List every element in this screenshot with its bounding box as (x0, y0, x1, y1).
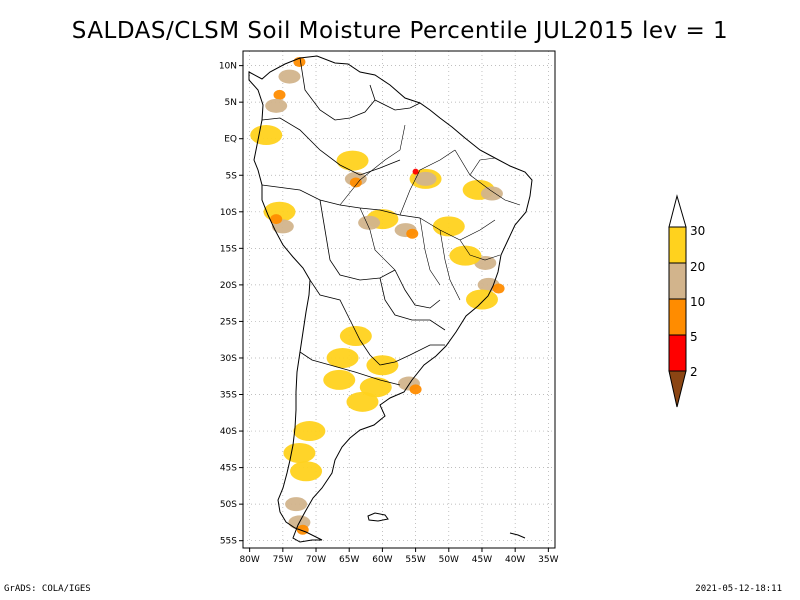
dry-region-10-20 (265, 98, 288, 113)
lon-tick-label: 65W (339, 555, 359, 565)
dry-region-20-30 (449, 245, 482, 266)
falklands-islands (367, 512, 389, 522)
dry-region-20-30 (323, 369, 356, 390)
colorbar-bottom-arrow (668, 370, 687, 408)
lat-tick-label: 15S (220, 244, 237, 254)
dry-region-10-20 (278, 69, 301, 84)
dry-region-20-30 (465, 289, 498, 310)
dry-region-10-20 (480, 186, 503, 201)
axes: 10N 5N EQ 5S 10S 15S 20S 25S 30S 35S 40S 45S 50S 55S8… (219, 62, 559, 565)
colorbar-segment-20-30 (668, 226, 687, 264)
dry-region-5-10 (409, 384, 422, 395)
country-borders (261, 57, 446, 386)
dry-region-20-30 (290, 461, 323, 482)
dry-region-10-20 (414, 171, 437, 186)
grid-lines (243, 51, 555, 548)
lon-tick-label: 75W (273, 555, 293, 565)
footer-timestamp: 2021-05-12-18:11 (695, 584, 782, 594)
lat-tick-label: 5S (226, 171, 238, 181)
lon-tick-label: 40W (505, 555, 525, 565)
colorbar-label-5: 5 (690, 330, 698, 344)
lat-tick-label: EQ (224, 135, 237, 145)
colorbar-segment-5-10 (668, 298, 687, 336)
lat-tick-label: 10S (220, 208, 237, 218)
lat-tick-label: 45S (220, 464, 237, 474)
dry-region-2-5 (412, 168, 419, 175)
colorbar-label-10: 10 (690, 295, 705, 309)
dry-region-20-30 (366, 355, 399, 376)
map-title: SALDAS/CLSM Soil Moisture Percentile JUL… (71, 18, 729, 44)
coastline (248, 55, 533, 543)
lon-tick-label: 50W (439, 555, 459, 565)
lat-tick-label: 55S (220, 537, 237, 547)
lat-tick-label: 50S (220, 500, 237, 510)
dry-region-5-10 (349, 177, 362, 188)
dry-region-5-10 (492, 283, 505, 294)
lon-tick-label: 55W (405, 555, 425, 565)
plot-frame (242, 50, 556, 549)
dry-region-20-30 (346, 391, 379, 412)
dry-region-10-20 (358, 215, 381, 230)
dry-region-5-10 (406, 228, 419, 239)
dry-region-20-30 (293, 421, 326, 442)
lat-tick-label: 35S (220, 391, 237, 401)
dry-region-5-10 (270, 214, 283, 225)
lat-tick-label: 20S (220, 281, 237, 291)
colorbar-top-arrow (668, 194, 687, 228)
dry-region-20-30 (250, 125, 283, 146)
state-borders (339, 124, 521, 301)
dry-region-5-10 (273, 89, 286, 100)
lat-tick-label: 10N (219, 62, 237, 72)
south-america-coastline (248, 55, 533, 543)
lat-tick-label: 25S (220, 317, 237, 327)
footer-credit: GrADS: COLA/IGES (4, 584, 91, 594)
colorbar-segment-2-5 (668, 334, 687, 372)
dry-region-20-30 (336, 150, 369, 171)
colorbar: 30 20 10 5 2 (668, 194, 705, 408)
lon-tick-label: 80W (239, 555, 259, 565)
dry-region-20-30 (339, 326, 372, 347)
lon-tick-label: 60W (372, 555, 392, 565)
dry-region-20-30 (283, 442, 316, 463)
colorbar-label-20: 20 (690, 260, 705, 274)
lat-tick-label: 40S (220, 427, 237, 437)
dry-region-20-30 (326, 347, 359, 368)
dry-region-20-30 (432, 216, 465, 237)
dry-region-10-20 (285, 497, 308, 512)
lat-tick-label: 5N (225, 98, 237, 108)
colorbar-label-2: 2 (690, 365, 698, 379)
lon-tick-label: 35W (538, 555, 558, 565)
lat-tick-label: 30S (220, 354, 237, 364)
soil-moisture-shading (250, 56, 505, 535)
colorbar-segment-10-20 (668, 262, 687, 300)
south-georgia-outline (509, 532, 526, 539)
dry-region-20-30 (359, 377, 392, 398)
lon-tick-label: 45W (472, 555, 492, 565)
lon-tick-label: 70W (306, 555, 326, 565)
colorbar-label-30: 30 (690, 224, 705, 238)
